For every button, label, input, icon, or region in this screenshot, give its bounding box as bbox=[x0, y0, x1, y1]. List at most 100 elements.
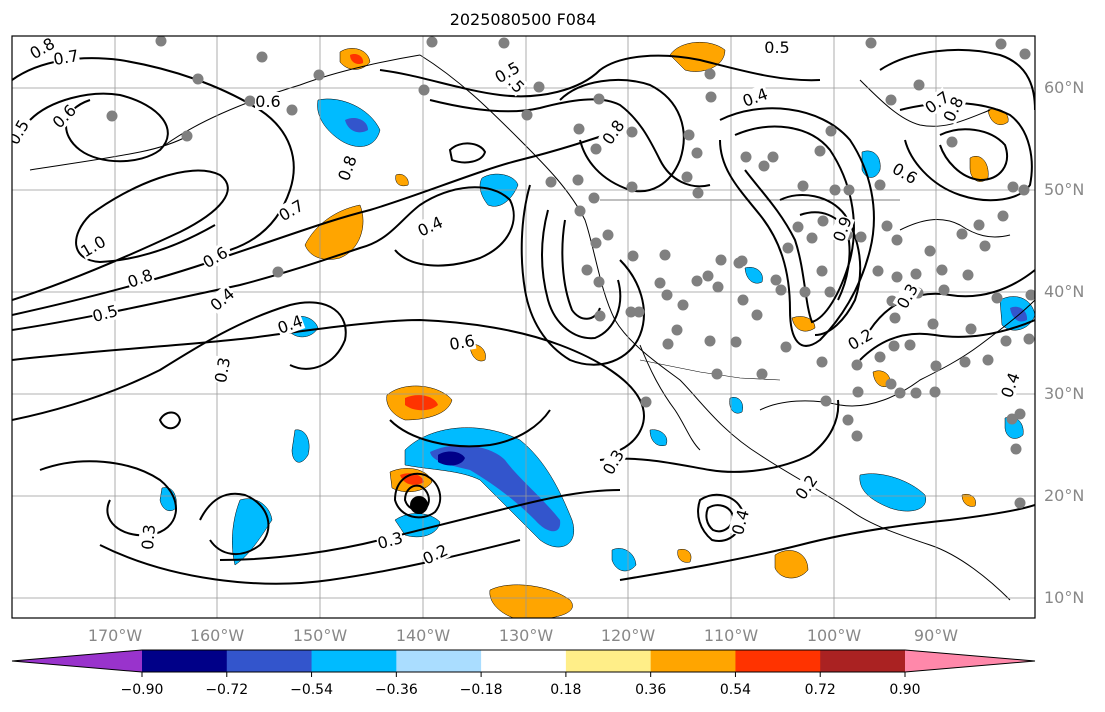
contour-label-background bbox=[921, 87, 953, 117]
longitude-label: 160°W bbox=[189, 626, 245, 645]
contour-line bbox=[448, 142, 487, 164]
contour-label-background bbox=[939, 93, 967, 125]
station-dot bbox=[891, 234, 903, 246]
station-dot bbox=[825, 125, 837, 137]
station-dot bbox=[1014, 497, 1026, 509]
station-dot bbox=[913, 79, 925, 91]
station-dot bbox=[820, 395, 832, 407]
longitude-label: 120°W bbox=[600, 626, 656, 645]
station-dot bbox=[691, 147, 703, 159]
station-dot bbox=[865, 37, 877, 49]
latitude-label: 50°N bbox=[1044, 180, 1085, 199]
station-dot bbox=[1025, 289, 1035, 301]
latitude-label: 40°N bbox=[1044, 282, 1085, 301]
station-dot bbox=[498, 37, 510, 49]
positive-anomaly-area bbox=[395, 174, 409, 187]
colorbar-tick-label: −0.18 bbox=[459, 682, 503, 698]
contour-label-background bbox=[48, 100, 80, 132]
contour-label-background bbox=[414, 212, 446, 240]
station-dot bbox=[633, 306, 645, 318]
colorbar-tick-label: 0.72 bbox=[804, 682, 836, 698]
latitude-label: 20°N bbox=[1044, 486, 1085, 505]
negative-anomaly-area bbox=[649, 429, 668, 446]
colorbar-segment bbox=[481, 650, 567, 672]
station-dot bbox=[817, 215, 829, 227]
colorbar-tick-label: −0.54 bbox=[290, 682, 333, 698]
colorbar-tick-label: −0.90 bbox=[120, 682, 164, 698]
contour-label-background bbox=[727, 507, 753, 537]
contour-line bbox=[619, 504, 1035, 581]
station-dot bbox=[733, 257, 745, 269]
positive-anomaly-area bbox=[774, 550, 809, 579]
contour-label-background bbox=[598, 446, 628, 478]
contour-label-background bbox=[124, 265, 156, 291]
contour-line bbox=[859, 319, 1035, 361]
negative-anomaly-area bbox=[729, 397, 743, 414]
colorbar-tick-label: 0.36 bbox=[635, 682, 667, 698]
contour-label-background bbox=[90, 300, 120, 326]
station-dot bbox=[842, 414, 854, 426]
station-dot bbox=[593, 93, 605, 105]
station-dot bbox=[924, 245, 936, 257]
contour-line bbox=[12, 301, 347, 421]
contour-label-background bbox=[206, 283, 238, 315]
contour-label-background bbox=[51, 45, 81, 69]
positive-anomaly-area bbox=[791, 316, 816, 332]
colorbar-tick-label: 0.18 bbox=[550, 682, 582, 698]
contour-line bbox=[879, 49, 1035, 111]
station-dot bbox=[572, 174, 584, 186]
station-dot bbox=[740, 151, 752, 163]
contour-label-background bbox=[791, 471, 821, 503]
contour-label-background bbox=[12, 116, 33, 148]
station-dot bbox=[594, 310, 606, 322]
contour-line bbox=[734, 125, 855, 324]
colorbar-tick-label: 0.90 bbox=[889, 682, 921, 698]
positive-anomaly-area bbox=[677, 549, 692, 563]
station-dot bbox=[991, 292, 1003, 304]
latitude-label: 30°N bbox=[1044, 384, 1085, 403]
station-dot bbox=[874, 351, 886, 363]
contour-line bbox=[12, 318, 645, 451]
station-dot bbox=[1019, 48, 1031, 60]
station-dot bbox=[851, 359, 863, 371]
negative-anomaly-area bbox=[859, 473, 926, 512]
contour-label-background bbox=[77, 231, 109, 261]
station-dot bbox=[770, 274, 782, 286]
contour-label-background bbox=[419, 540, 451, 568]
contour-label-background bbox=[491, 57, 523, 87]
negative-anomaly-core bbox=[345, 118, 368, 133]
station-dot bbox=[712, 281, 724, 293]
station-dot bbox=[1010, 443, 1022, 455]
station-dot bbox=[1014, 408, 1026, 420]
colorbar-segment bbox=[735, 650, 821, 672]
contour-line bbox=[705, 504, 735, 533]
station-dot bbox=[627, 250, 639, 262]
station-dot bbox=[904, 339, 916, 351]
negative-anomaly-area bbox=[291, 429, 310, 463]
station-dot bbox=[521, 109, 533, 121]
station-dot bbox=[671, 324, 683, 336]
contour-line bbox=[697, 493, 744, 542]
negative-anomaly-peak bbox=[438, 451, 465, 466]
negative-anomaly-area bbox=[394, 513, 441, 538]
station-dot bbox=[593, 276, 605, 288]
longitude-label: 130°W bbox=[498, 626, 554, 645]
positive-anomaly-area bbox=[669, 41, 726, 72]
contour-label: 0.3 bbox=[138, 524, 159, 551]
station-dot bbox=[692, 187, 704, 199]
station-dot bbox=[181, 130, 193, 142]
station-dot bbox=[588, 192, 600, 204]
contour-label-background bbox=[889, 158, 921, 188]
station-dot bbox=[891, 271, 903, 283]
station-dot bbox=[1000, 335, 1012, 347]
station-dot bbox=[946, 136, 958, 148]
station-dot bbox=[885, 94, 897, 106]
contour-line bbox=[429, 98, 711, 188]
contour-line bbox=[29, 92, 169, 163]
station-dot bbox=[997, 210, 1009, 222]
station-dot bbox=[574, 205, 586, 217]
station-dot bbox=[995, 38, 1007, 50]
contour-label: 0.6 bbox=[255, 92, 280, 111]
station-dot bbox=[533, 81, 545, 93]
station-dot bbox=[885, 378, 897, 390]
